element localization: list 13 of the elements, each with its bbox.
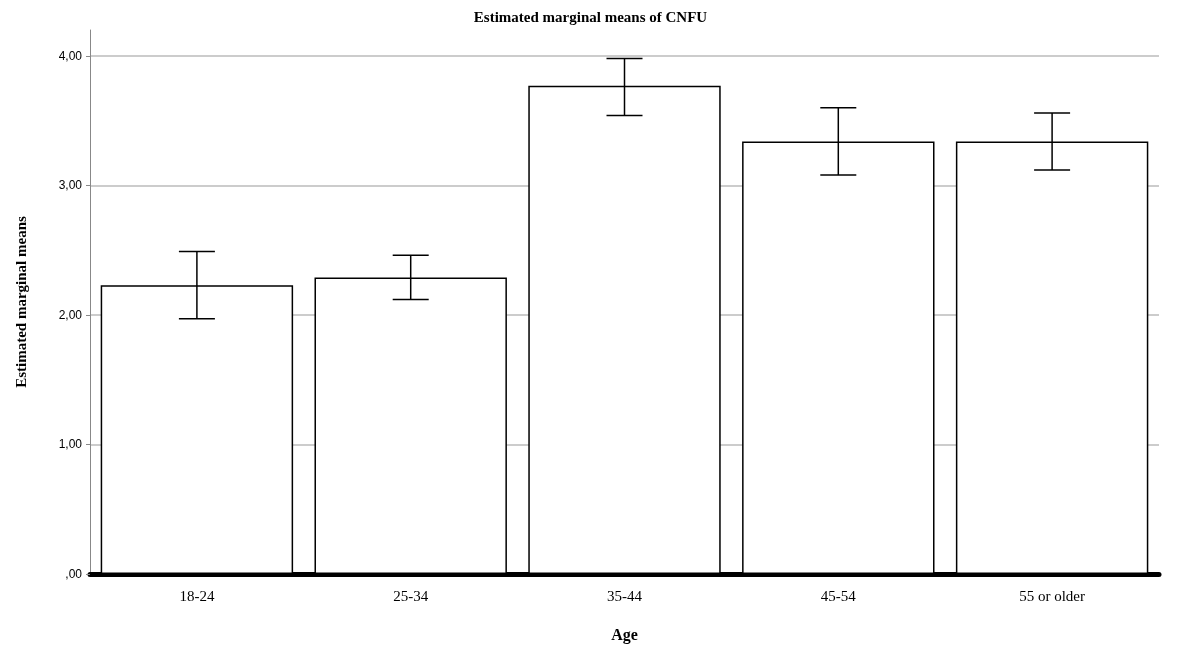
y-axis-title: Estimated marginal means: [12, 216, 29, 388]
x-tick-label: 45-54: [820, 587, 857, 604]
y-tick-label: 1,00: [58, 437, 83, 452]
y-tick-label: ,00: [65, 567, 83, 581]
chart-title: Estimated marginal means of CNFU: [473, 8, 708, 25]
x-tick-label: 18-24: [179, 587, 215, 604]
y-tick-label: 3,00: [58, 178, 83, 193]
x-tick-label: 35-44: [607, 587, 643, 604]
y-tick-label: 4,00: [58, 48, 83, 63]
x-tick-label: 25-34: [393, 587, 429, 604]
y-tick-label: 2,00: [58, 307, 83, 322]
x-axis-title: Age: [611, 625, 638, 644]
x-tick-label: 55 or older: [1019, 587, 1086, 604]
